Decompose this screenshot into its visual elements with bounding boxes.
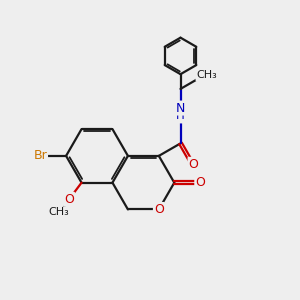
Text: O: O [64, 193, 74, 206]
Text: O: O [154, 203, 164, 216]
Text: CH₃: CH₃ [49, 208, 70, 218]
Text: Br: Br [33, 149, 47, 162]
Text: N: N [176, 101, 185, 115]
Text: CH₃: CH₃ [196, 70, 217, 80]
Text: O: O [188, 158, 198, 171]
Text: H: H [176, 110, 185, 122]
Text: O: O [195, 176, 205, 189]
